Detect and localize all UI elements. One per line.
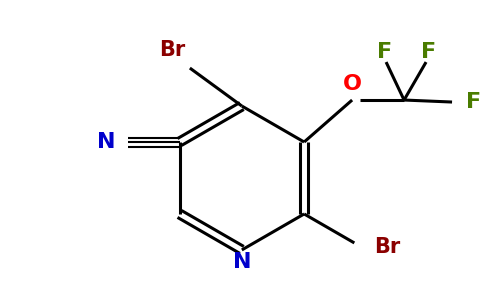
Text: Br: Br xyxy=(160,40,186,60)
Text: O: O xyxy=(343,74,362,94)
Text: F: F xyxy=(466,92,481,112)
Text: F: F xyxy=(421,42,436,62)
Text: N: N xyxy=(233,252,251,272)
Text: N: N xyxy=(97,132,116,152)
Text: F: F xyxy=(377,42,392,62)
Text: Br: Br xyxy=(374,237,401,257)
